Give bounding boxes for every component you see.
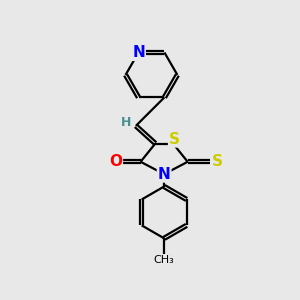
Text: N: N [132,45,145,60]
Text: O: O [109,154,122,169]
Text: S: S [169,132,180,147]
Text: S: S [212,154,223,169]
Text: CH₃: CH₃ [154,255,175,265]
Text: H: H [121,116,132,129]
Text: N: N [158,167,170,182]
